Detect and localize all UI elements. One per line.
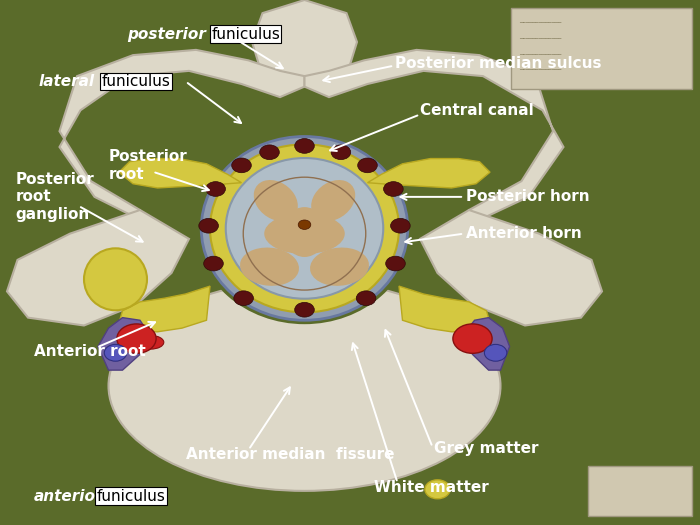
Text: Posterior median sulcus: Posterior median sulcus (395, 56, 602, 70)
Circle shape (298, 220, 311, 229)
Circle shape (295, 139, 314, 153)
Text: ─────────────: ───────────── (519, 37, 561, 42)
Text: Posterior
root: Posterior root (108, 149, 188, 182)
Text: Posterior horn: Posterior horn (466, 190, 589, 204)
Ellipse shape (108, 281, 500, 491)
Polygon shape (462, 318, 510, 370)
Circle shape (356, 291, 376, 306)
Circle shape (331, 145, 351, 160)
Circle shape (204, 256, 223, 271)
Circle shape (453, 324, 492, 353)
Ellipse shape (225, 158, 384, 299)
Circle shape (206, 182, 225, 196)
Polygon shape (368, 159, 490, 188)
FancyBboxPatch shape (511, 8, 692, 89)
Circle shape (384, 182, 403, 196)
Ellipse shape (265, 213, 344, 254)
Ellipse shape (210, 144, 399, 312)
Ellipse shape (84, 248, 147, 310)
Text: Posterior
root
ganglion: Posterior root ganglion (15, 172, 94, 222)
Text: funiculus: funiculus (211, 27, 280, 41)
Polygon shape (252, 0, 357, 76)
Text: Grey matter: Grey matter (434, 442, 538, 456)
FancyBboxPatch shape (588, 466, 692, 516)
Circle shape (232, 158, 251, 173)
Polygon shape (420, 210, 602, 326)
Circle shape (117, 324, 156, 353)
Ellipse shape (254, 180, 298, 221)
Polygon shape (98, 318, 150, 370)
Ellipse shape (137, 335, 164, 349)
Circle shape (358, 158, 377, 173)
Polygon shape (60, 50, 304, 223)
Circle shape (425, 480, 450, 499)
Circle shape (199, 218, 218, 233)
Circle shape (295, 302, 314, 317)
Text: Central canal: Central canal (420, 103, 533, 118)
Polygon shape (304, 50, 564, 223)
Polygon shape (119, 159, 242, 188)
Ellipse shape (283, 207, 326, 257)
Ellipse shape (202, 136, 407, 320)
Text: White matter: White matter (374, 480, 489, 495)
Text: posterior: posterior (127, 27, 206, 41)
Circle shape (391, 218, 410, 233)
Polygon shape (399, 286, 490, 332)
Text: ─────────────: ───────────── (519, 21, 561, 26)
Circle shape (484, 344, 507, 361)
Text: lateral: lateral (38, 74, 95, 89)
Ellipse shape (312, 180, 355, 221)
Text: funiculus: funiculus (102, 74, 170, 89)
Text: funiculus: funiculus (97, 489, 165, 503)
Polygon shape (7, 210, 189, 326)
Circle shape (260, 145, 279, 160)
Text: Anterior horn: Anterior horn (466, 226, 581, 241)
Circle shape (234, 291, 253, 306)
Ellipse shape (240, 248, 299, 286)
Text: Anterior root: Anterior root (34, 344, 146, 359)
Text: ─────────────: ───────────── (519, 68, 561, 74)
Text: Anterior median  fissure: Anterior median fissure (186, 447, 394, 461)
Text: ─────────────: ───────────── (519, 52, 561, 58)
Polygon shape (119, 286, 210, 332)
Circle shape (386, 256, 405, 271)
Ellipse shape (310, 248, 369, 286)
Ellipse shape (196, 132, 413, 324)
Text: anterior: anterior (34, 489, 103, 503)
Circle shape (104, 344, 127, 361)
